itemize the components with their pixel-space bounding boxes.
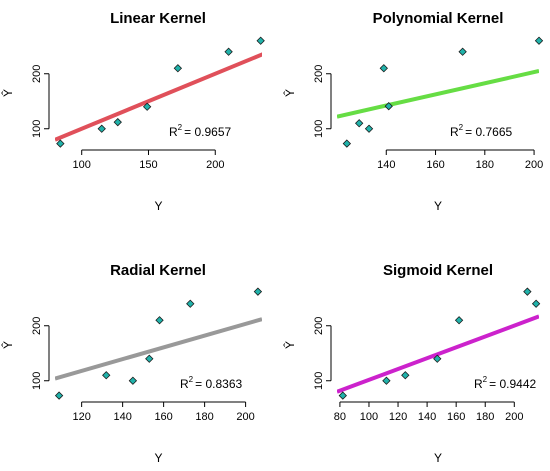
data-point bbox=[364, 124, 374, 133]
polynomial-kernel-panel: Polynomial Kernel 140 160 180 200 100 200 Y Ŷ R2 =… bbox=[282, 10, 543, 213]
y-tick-label: 200 bbox=[313, 317, 325, 335]
x-tick-label: 200 bbox=[525, 159, 543, 171]
data-point bbox=[155, 316, 164, 325]
x-axis-label: Y bbox=[434, 199, 442, 213]
x-tick-label: 200 bbox=[206, 159, 224, 171]
x-tick-label: 180 bbox=[476, 411, 494, 423]
x-axis-label: Y bbox=[154, 199, 162, 213]
sigmoid-kernel-panel: Sigmoid Kernel 80 100 120 140 160 180 200 100 200… bbox=[282, 262, 541, 465]
x-tick-label: 120 bbox=[72, 411, 90, 423]
data-point bbox=[433, 354, 442, 363]
x-tick-label: 160 bbox=[154, 411, 172, 423]
data-point bbox=[458, 47, 467, 56]
x-tick-label: 140 bbox=[113, 411, 131, 423]
fit-line bbox=[55, 317, 262, 381]
data-point bbox=[523, 287, 532, 296]
x-axis-label: Y bbox=[154, 451, 162, 465]
x-axis-label: Y bbox=[434, 451, 442, 465]
y-tick-label: 200 bbox=[313, 65, 325, 83]
chart-title: Polynomial Kernel bbox=[373, 10, 504, 27]
data-point bbox=[253, 287, 263, 296]
fit-line bbox=[337, 69, 539, 119]
data-point bbox=[401, 371, 410, 380]
data-point bbox=[534, 36, 544, 45]
linear-kernel-panel: Linear Kernel 100 150 200 100 200 Y Ŷ R2 = 0.9657 bbox=[0, 10, 265, 213]
data-point bbox=[256, 36, 265, 45]
r-squared-label: R2 = 0.7665 bbox=[450, 123, 512, 139]
x-tick-label: 100 bbox=[73, 159, 91, 171]
x-tick-label: 150 bbox=[139, 159, 157, 171]
y-axis-label: Ŷ bbox=[0, 341, 15, 349]
r-squared-label: R2 = 0.8363 bbox=[180, 375, 242, 391]
x-tick-label: 180 bbox=[195, 411, 213, 423]
y-tick-label: 100 bbox=[31, 372, 43, 390]
data-point bbox=[173, 64, 183, 73]
y-tick-label: 200 bbox=[31, 65, 43, 83]
data-point bbox=[142, 102, 152, 111]
r-squared-label: R2 = 0.9657 bbox=[169, 123, 231, 139]
x-tick-label: 80 bbox=[334, 411, 346, 423]
chart-title: Radial Kernel bbox=[110, 262, 206, 279]
x-tick-label: 140 bbox=[418, 411, 436, 423]
chart-title: Sigmoid Kernel bbox=[383, 262, 493, 279]
data-point bbox=[382, 376, 391, 385]
data-point bbox=[186, 299, 195, 308]
data-point bbox=[97, 124, 106, 133]
x-tick-label: 100 bbox=[360, 411, 378, 423]
x-tick-label: 160 bbox=[426, 159, 444, 171]
fit-line bbox=[55, 52, 262, 142]
y-tick-label: 100 bbox=[31, 120, 43, 138]
data-point bbox=[454, 316, 464, 325]
y-axis-label: Ŷ bbox=[0, 89, 15, 97]
x-tick-label: 200 bbox=[505, 411, 523, 423]
y-axis-label: Ŷ bbox=[282, 89, 297, 97]
chart-title: Linear Kernel bbox=[110, 10, 206, 27]
data-point bbox=[338, 391, 347, 400]
data-point bbox=[113, 117, 122, 127]
y-tick-label: 200 bbox=[31, 317, 43, 335]
x-tick-label: 180 bbox=[476, 159, 494, 171]
fit-line bbox=[337, 314, 539, 394]
data-point bbox=[102, 371, 111, 380]
x-tick-label: 200 bbox=[236, 411, 254, 423]
y-axis-label: Ŷ bbox=[282, 341, 297, 349]
data-point bbox=[145, 354, 154, 363]
r-squared-label: R2 = 0.9442 bbox=[474, 375, 536, 391]
x-tick-label: 140 bbox=[377, 159, 395, 171]
data-point bbox=[384, 102, 393, 111]
data-point bbox=[56, 139, 65, 148]
data-point bbox=[342, 139, 352, 148]
y-tick-label: 100 bbox=[313, 120, 325, 138]
data-point bbox=[355, 119, 364, 128]
data-point bbox=[128, 376, 138, 385]
y-tick-label: 100 bbox=[313, 372, 325, 390]
x-tick-label: 160 bbox=[447, 411, 465, 423]
x-tick-label: 120 bbox=[389, 411, 407, 423]
data-point bbox=[224, 47, 233, 56]
radial-kernel-panel: Radial Kernel 120 140 160 180 200 100 200 Y Ŷ R2 = … bbox=[0, 262, 263, 465]
data-point bbox=[531, 299, 541, 308]
data-point bbox=[379, 64, 388, 73]
data-point bbox=[54, 391, 64, 400]
